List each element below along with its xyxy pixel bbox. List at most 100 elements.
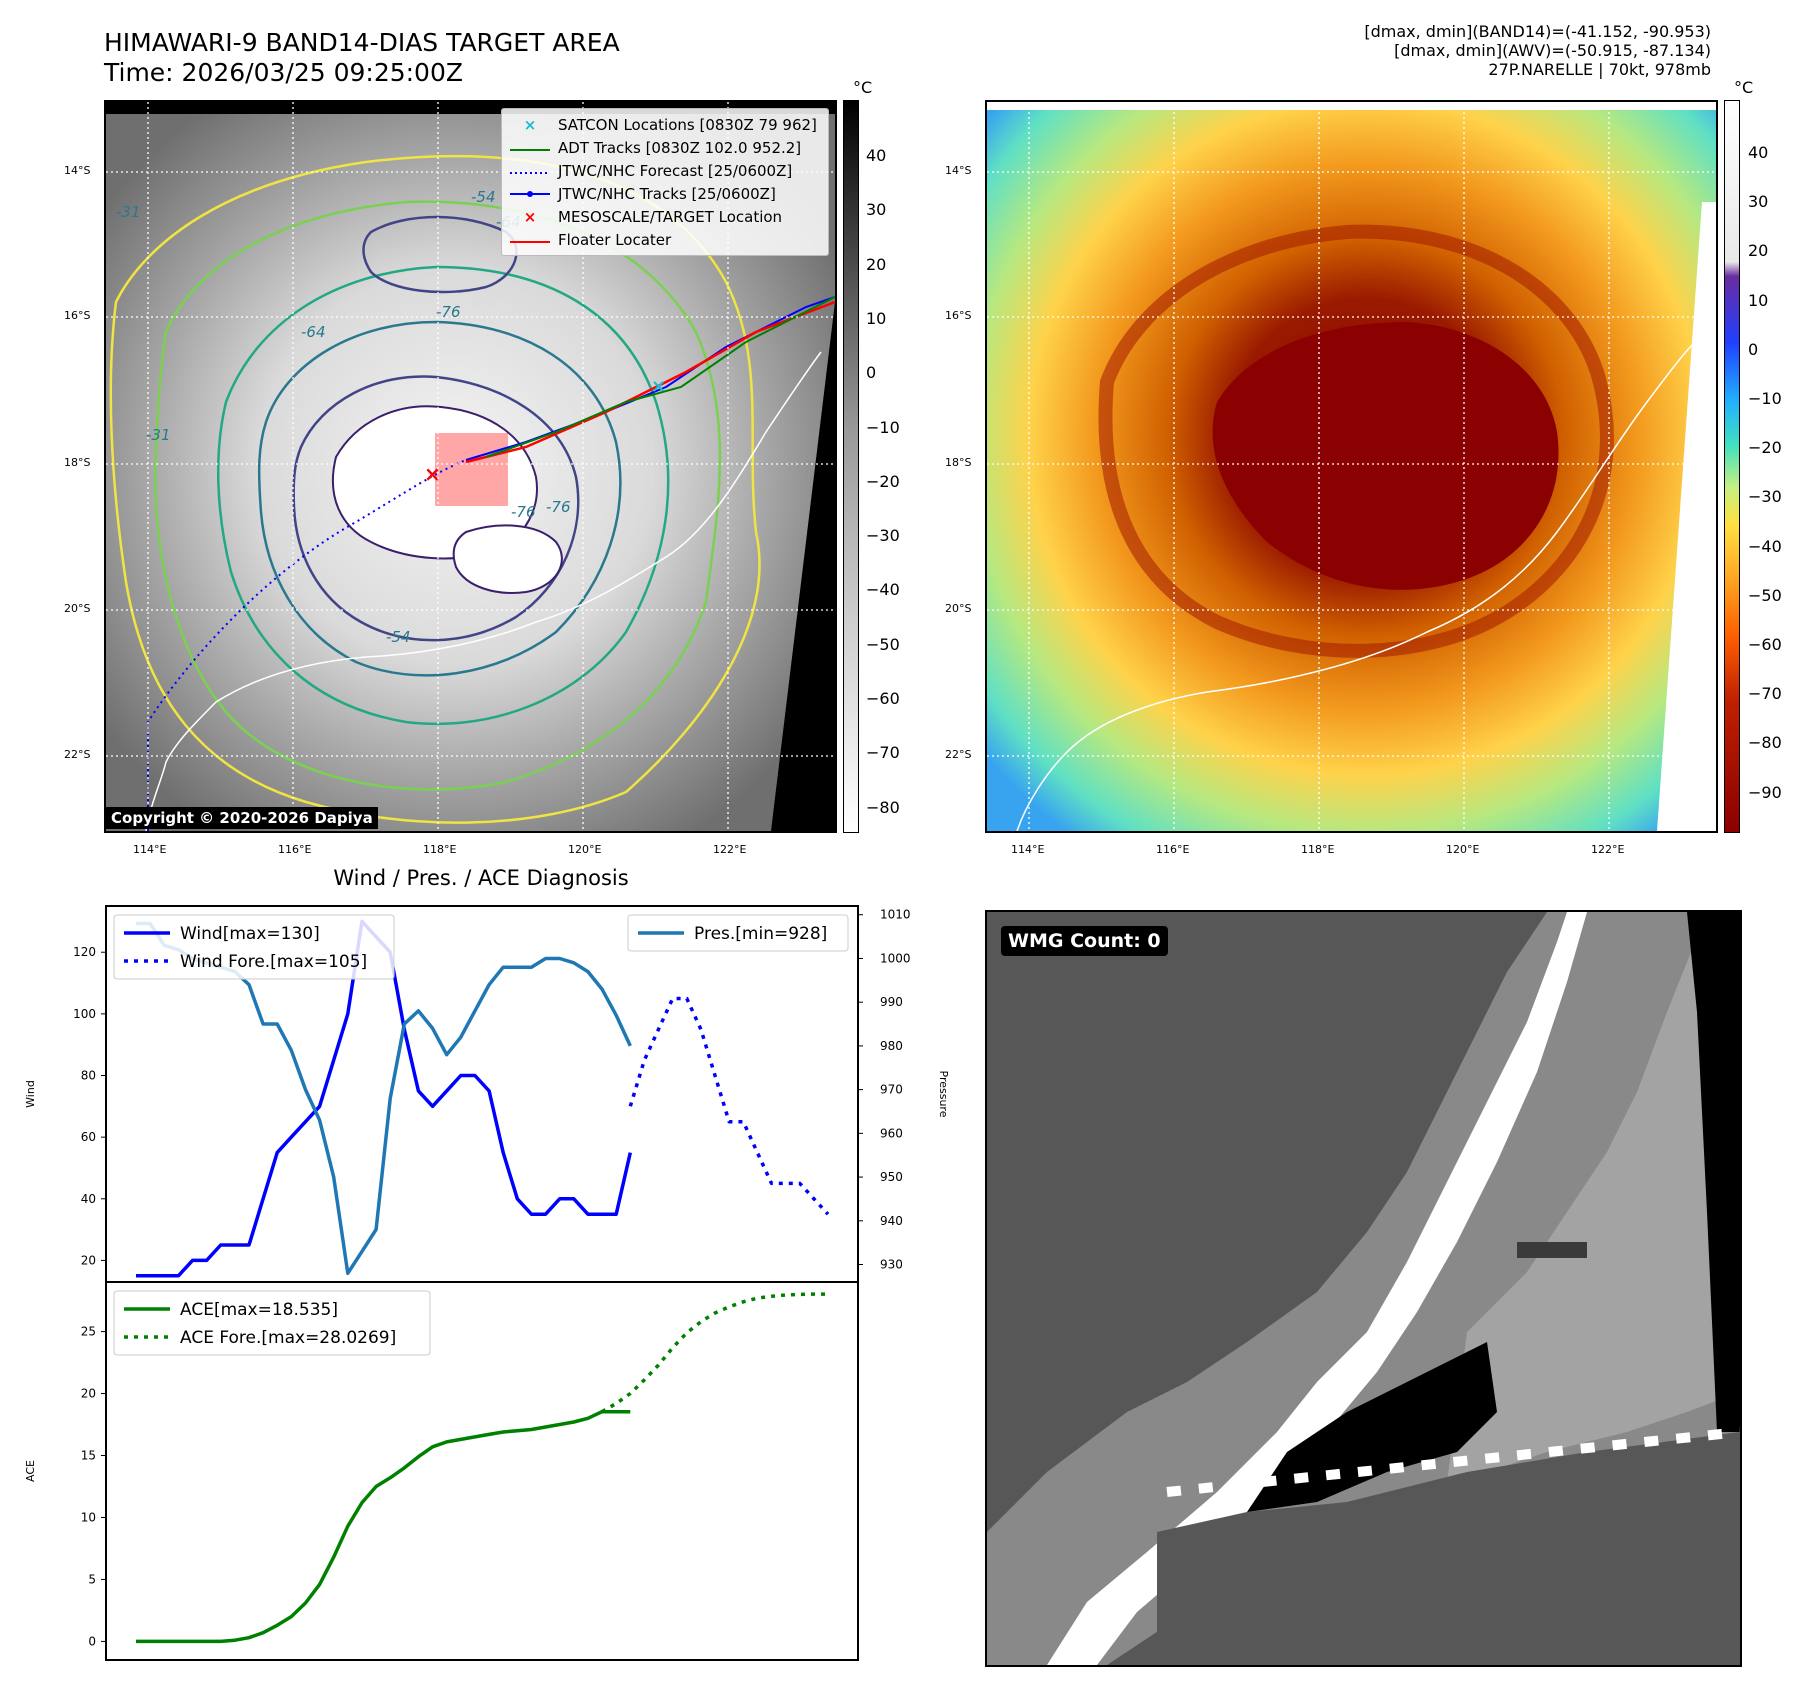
ir-colorbar-tick: −30 [866,526,900,546]
lon-label: 114°E [133,843,167,856]
wv-colorbar-tick: −10 [1748,389,1782,408]
wv-colorbar-tick: −80 [1748,733,1782,753]
lon-label: 120°E [568,843,602,856]
wv-colorbar-tick: −90 [1748,782,1782,802]
diagnosis-chart: 20406080100120Wind9309409509609709809901… [24,905,950,1661]
ir-colorbar-unit: °C [853,78,873,97]
y2-tick-label: 960 [880,1126,903,1140]
ir-colorbar-tick: 20 [866,254,887,274]
lon-label: 122°E [713,843,747,856]
wv-colorbar-tick: 10 [1748,290,1769,310]
copyright-label: Copyright © 2020-2026 Dapiya [106,807,378,829]
ir-colorbar-tick: −10 [866,417,900,437]
legend-label: SATCON Locations [0830Z 79 962] [558,115,817,134]
lat-label: 14°S [64,164,91,177]
contour-label: -64 [301,323,326,341]
legend-label: MESOSCALE/TARGET Location [558,207,783,226]
dotted-line-icon [510,162,550,180]
wv-colorbar-tick: 30 [1748,192,1769,212]
x-marker-icon: × [523,207,537,226]
ir-colorbar-tick: 30 [866,200,887,220]
chart-title: Wind / Pres. / ACE Diagnosis [333,866,629,890]
series-line [136,1409,631,1644]
contour-label: -54 [471,188,496,206]
legend-entry: × SATCON Locations [0830Z 79 962] [510,113,820,136]
legend-label: ACE[max=18.535] [180,1300,338,1320]
ir-colorbar-tick: −60 [866,689,900,708]
lat-label: 22°S [64,748,91,761]
lat-label: 22°S [945,748,972,761]
legend-label: ACE Fore.[max=28.0269] [180,1328,396,1348]
y-tick-label: 0 [88,1634,96,1648]
legend-entry: JTWC/NHC Forecast [25/0600Z] [510,159,820,182]
title-line-1: HIMAWARI-9 BAND14-DIAS TARGET AREA [104,28,620,57]
chart-legend [627,914,849,952]
y-tick-label: 20 [81,1253,96,1267]
wmg-count-badge: WMG Count: 0 [1001,926,1168,956]
wv-colorbar-tick: −60 [1748,635,1782,654]
legend-label: JTWC/NHC Forecast [25/0600Z] [558,161,793,180]
contour-label: -31 [116,203,141,221]
lat-label: 14°S [945,164,972,177]
contour-label: -31 [146,426,171,444]
wv-colorbar [1724,100,1740,833]
plot-frame [105,1281,859,1661]
lon-label: 114°E [1011,843,1045,856]
wv-colorbar-tick: −50 [1748,585,1782,605]
info-line-awv: [dmax, dmin](AWV)=(-50.915, -87.134) [1394,41,1711,60]
y2-axis-label: Pressure [937,1071,950,1118]
y-axis-label: ACE [24,1460,37,1482]
svg-text:×: × [424,462,441,486]
y2-tick-label: 1010 [880,908,911,922]
ir-colorbar-tick: −40 [866,580,900,600]
line-dot-icon [510,185,550,203]
y2-tick-label: 940 [880,1214,903,1228]
wmg-image [987,912,1740,1665]
lat-label: 18°S [945,456,972,469]
legend-entry: ADT Tracks [0830Z 102.0 952.2] [510,136,820,159]
info-line-storm: 27P.NARELLE | 70kt, 978mb [1488,60,1711,79]
y2-tick-label: 930 [880,1258,903,1272]
wv-map-image [987,102,1716,831]
lon-label: 116°E [278,843,312,856]
y-tick-label: 80 [81,1069,96,1083]
y2-tick-label: 990 [880,995,903,1009]
chart-legend [113,914,395,980]
ir-map-panel: × × -54 -64 -76 -31 -64 -76 -31 -54 -76 … [104,100,837,833]
ir-colorbar-tick: 10 [866,308,887,328]
y-tick-label: 15 [81,1449,96,1463]
wv-colorbar-tick: 20 [1748,241,1769,261]
figure-title: HIMAWARI-9 BAND14-DIAS TARGET AREA Time:… [104,28,620,88]
y-tick-label: 25 [81,1325,96,1339]
storm-info: [dmax, dmin](BAND14)=(-41.152, -90.953) … [1364,22,1711,79]
contour-label: -54 [386,628,411,646]
ir-colorbar-tick: 0 [866,363,877,383]
title-line-2: Time: 2026/03/25 09:25:00Z [104,58,463,87]
legend-entry: Floater Locater [510,228,820,251]
y-axis-label: Wind [24,1080,37,1108]
y-tick-label: 10 [81,1510,96,1524]
lat-label: 20°S [64,602,91,615]
ir-colorbar-tick: 40 [866,146,887,165]
chart-legend [113,1290,431,1356]
wv-colorbar-tick: −20 [1748,438,1782,458]
legend-label: Pres.[min=928] [694,924,827,944]
y-tick-label: 120 [73,945,96,959]
x-marker-icon: × [523,115,537,134]
wv-colorbar-tick: 40 [1748,143,1769,162]
lat-label: 16°S [64,309,91,322]
lat-label: 20°S [945,602,972,615]
y2-tick-label: 1000 [880,951,911,965]
info-line-band14: [dmax, dmin](BAND14)=(-41.152, -90.953) [1364,22,1711,41]
wv-map-panel [985,100,1718,833]
ir-colorbar-tick: −70 [866,743,900,763]
lat-label: 16°S [945,309,972,322]
ir-colorbar [843,100,859,833]
legend-label: Floater Locater [558,230,672,249]
contour-label: -76 [511,503,536,521]
y2-tick-label: 950 [880,1170,903,1184]
wv-colorbar-tick: 0 [1748,339,1759,359]
series-line [628,996,830,1216]
y-tick-label: 20 [81,1387,96,1401]
ir-colorbar-tick: −20 [866,471,900,491]
